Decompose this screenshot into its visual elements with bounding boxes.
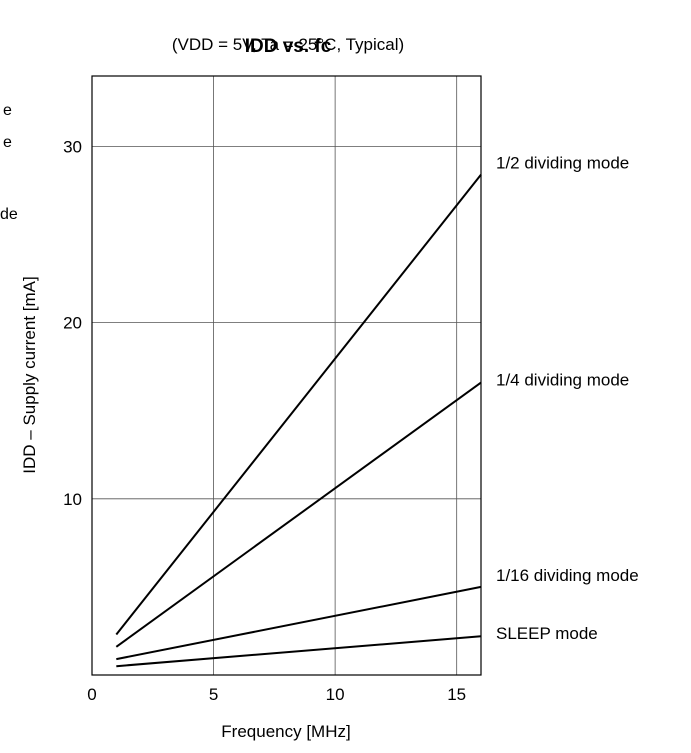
chart-title: IDD vs. fc (245, 36, 332, 57)
x-tick-label: 5 (209, 685, 218, 704)
x-tick-label: 0 (87, 685, 96, 704)
margin-fragment-2: e (3, 134, 12, 151)
chart-subtitle: (VDD = 5V, Ta = 25°C, Typical) (172, 35, 404, 54)
series-label: 1/4 dividing mode (496, 371, 629, 390)
margin-fragment-1: e (3, 102, 12, 119)
x-tick-label: 15 (447, 685, 466, 704)
plot-frame (91, 75, 482, 676)
series-line (115, 174, 482, 636)
x-axis-label: Frequency [MHz] (221, 722, 350, 741)
chart-marks (115, 174, 482, 668)
y-axis-label: IDD – Supply current [mA] (20, 276, 39, 473)
x-tick-label: 10 (326, 685, 345, 704)
series-label: 1/2 dividing mode (496, 154, 629, 173)
series-line (116, 585, 482, 661)
margin-fragment-3: de (0, 206, 18, 223)
grid-lines (92, 76, 481, 675)
series-line (116, 635, 482, 668)
y-tick-label: 10 (63, 490, 82, 509)
y-tick-label: 30 (63, 137, 82, 156)
series-label: 1/16 dividing mode (496, 566, 639, 585)
y-tick-label: 20 (63, 314, 82, 333)
series-line (115, 381, 482, 648)
series-label: SLEEP mode (496, 624, 598, 643)
